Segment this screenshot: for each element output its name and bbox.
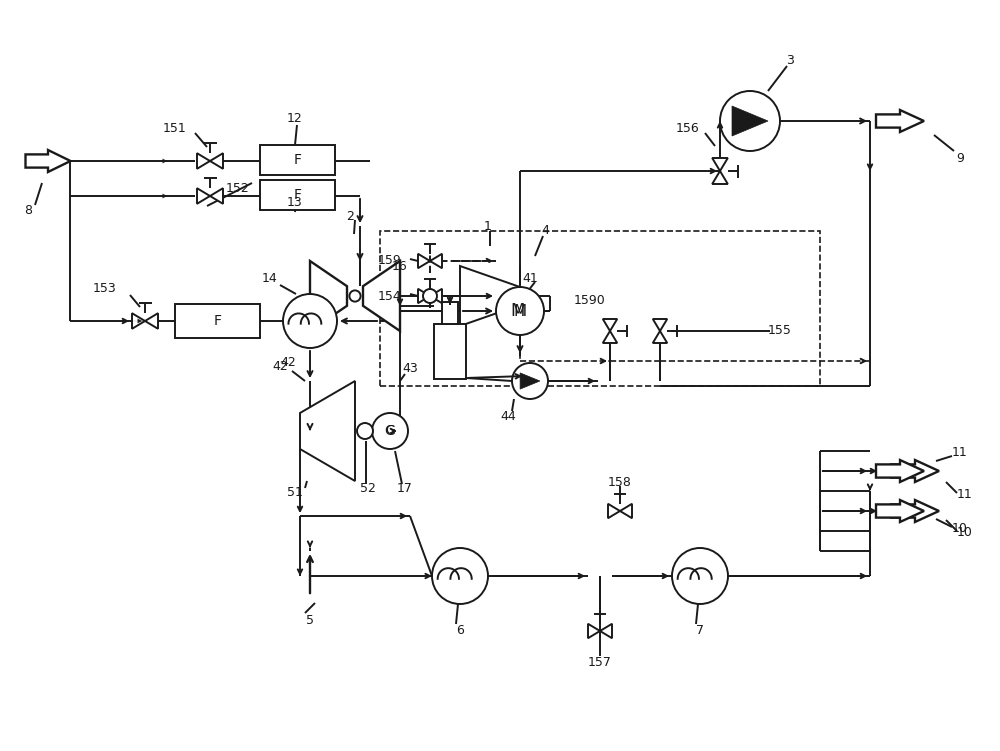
Text: 52: 52 bbox=[360, 482, 376, 496]
Text: 7: 7 bbox=[696, 625, 704, 638]
Polygon shape bbox=[430, 254, 442, 268]
Circle shape bbox=[357, 423, 373, 439]
Text: 159: 159 bbox=[378, 255, 402, 267]
Text: F: F bbox=[214, 314, 222, 328]
Polygon shape bbox=[26, 150, 70, 172]
Circle shape bbox=[423, 289, 437, 303]
Bar bbox=[434, 324, 466, 379]
Polygon shape bbox=[363, 261, 400, 331]
Polygon shape bbox=[418, 254, 430, 268]
Polygon shape bbox=[460, 266, 520, 326]
Text: 9: 9 bbox=[956, 152, 964, 165]
Text: F: F bbox=[294, 188, 302, 202]
Text: 42: 42 bbox=[272, 360, 288, 372]
Polygon shape bbox=[891, 500, 939, 522]
Polygon shape bbox=[300, 381, 355, 481]
Text: 13: 13 bbox=[287, 197, 303, 210]
Text: 158: 158 bbox=[608, 476, 632, 490]
Polygon shape bbox=[210, 189, 223, 204]
Text: M: M bbox=[513, 303, 527, 318]
Text: 155: 155 bbox=[768, 324, 792, 337]
Bar bbox=[380, 231, 820, 386]
Text: M: M bbox=[511, 302, 525, 320]
Text: 12: 12 bbox=[287, 113, 303, 125]
Bar bbox=[175, 304, 260, 338]
Text: F: F bbox=[294, 153, 302, 167]
Text: 43: 43 bbox=[402, 363, 418, 376]
Text: 156: 156 bbox=[676, 122, 700, 135]
Text: 11: 11 bbox=[957, 488, 973, 502]
Text: 157: 157 bbox=[588, 656, 612, 669]
Text: 42: 42 bbox=[280, 357, 296, 369]
Text: G: G bbox=[385, 424, 395, 438]
Polygon shape bbox=[608, 504, 620, 518]
Bar bbox=[260, 145, 335, 175]
Circle shape bbox=[432, 548, 488, 604]
Polygon shape bbox=[603, 319, 617, 331]
Polygon shape bbox=[520, 373, 540, 389]
Text: 8: 8 bbox=[24, 204, 32, 218]
Text: 151: 151 bbox=[163, 122, 187, 135]
Text: 11: 11 bbox=[952, 447, 968, 460]
Polygon shape bbox=[430, 289, 442, 303]
Polygon shape bbox=[876, 110, 924, 132]
Text: 1590: 1590 bbox=[574, 294, 606, 307]
Text: 16: 16 bbox=[392, 260, 408, 273]
Text: 44: 44 bbox=[500, 409, 516, 423]
Text: 153: 153 bbox=[93, 282, 117, 295]
Text: G: G bbox=[385, 424, 395, 438]
Polygon shape bbox=[712, 171, 728, 184]
Text: 6: 6 bbox=[456, 625, 464, 638]
Text: 2: 2 bbox=[346, 210, 354, 222]
Text: 4: 4 bbox=[541, 225, 549, 237]
Polygon shape bbox=[600, 624, 612, 638]
Circle shape bbox=[283, 294, 337, 348]
Circle shape bbox=[372, 413, 408, 449]
Polygon shape bbox=[418, 289, 430, 303]
Text: 152: 152 bbox=[226, 182, 250, 195]
Circle shape bbox=[512, 363, 548, 399]
Polygon shape bbox=[588, 624, 600, 638]
Polygon shape bbox=[197, 153, 210, 169]
Polygon shape bbox=[876, 460, 924, 482]
Polygon shape bbox=[620, 504, 632, 518]
Text: 10: 10 bbox=[957, 526, 973, 539]
Polygon shape bbox=[132, 313, 145, 329]
Bar bbox=[260, 180, 335, 210]
Text: 154: 154 bbox=[378, 289, 402, 303]
Polygon shape bbox=[145, 313, 158, 329]
Polygon shape bbox=[310, 261, 347, 331]
Bar bbox=[442, 301, 458, 324]
Polygon shape bbox=[653, 319, 667, 331]
Circle shape bbox=[496, 287, 544, 335]
Circle shape bbox=[720, 91, 780, 151]
Polygon shape bbox=[732, 106, 768, 136]
Polygon shape bbox=[712, 158, 728, 171]
Circle shape bbox=[672, 548, 728, 604]
Text: 14: 14 bbox=[262, 273, 278, 285]
Text: 17: 17 bbox=[397, 482, 413, 496]
Text: 5: 5 bbox=[306, 614, 314, 628]
Text: 1: 1 bbox=[484, 219, 492, 233]
Text: 51: 51 bbox=[287, 487, 303, 499]
Text: 3: 3 bbox=[786, 55, 794, 68]
Polygon shape bbox=[876, 500, 924, 522]
Polygon shape bbox=[891, 460, 939, 482]
Text: 41: 41 bbox=[522, 272, 538, 285]
Polygon shape bbox=[197, 189, 210, 204]
Polygon shape bbox=[210, 153, 223, 169]
Circle shape bbox=[349, 291, 361, 302]
Polygon shape bbox=[653, 331, 667, 343]
Polygon shape bbox=[603, 331, 617, 343]
Text: 10: 10 bbox=[952, 523, 968, 535]
